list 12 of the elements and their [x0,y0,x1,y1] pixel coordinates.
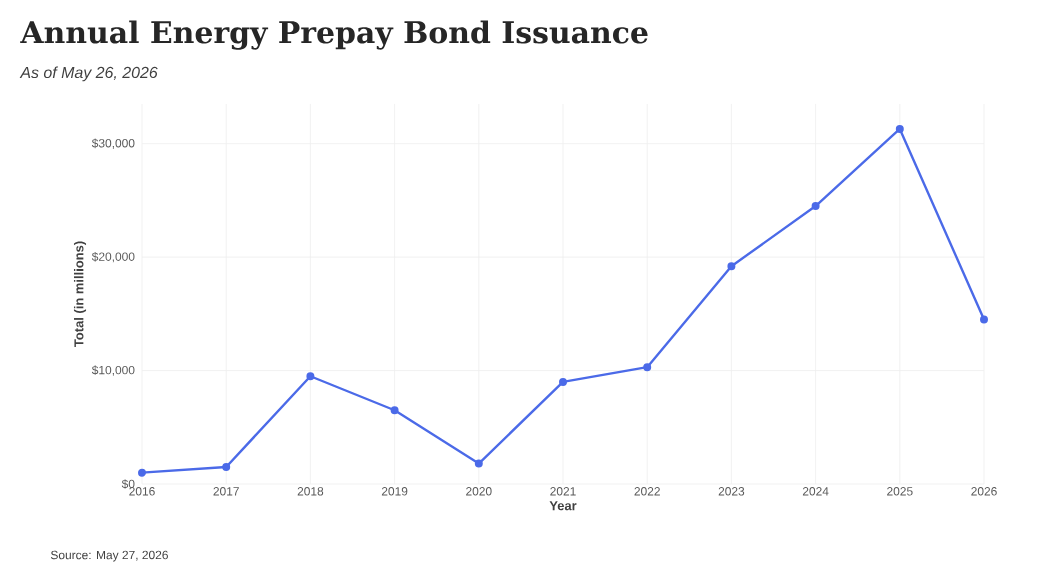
point [727,262,736,271]
point [306,372,315,381]
point [222,463,231,471]
point [643,363,652,372]
point [390,406,399,415]
point [138,468,146,477]
point [559,377,567,386]
chart-title: Annual Energy Prepay Bond Issuance [20,20,648,50]
point [895,124,904,133]
point [474,459,483,468]
point [811,202,820,211]
point [980,315,988,324]
